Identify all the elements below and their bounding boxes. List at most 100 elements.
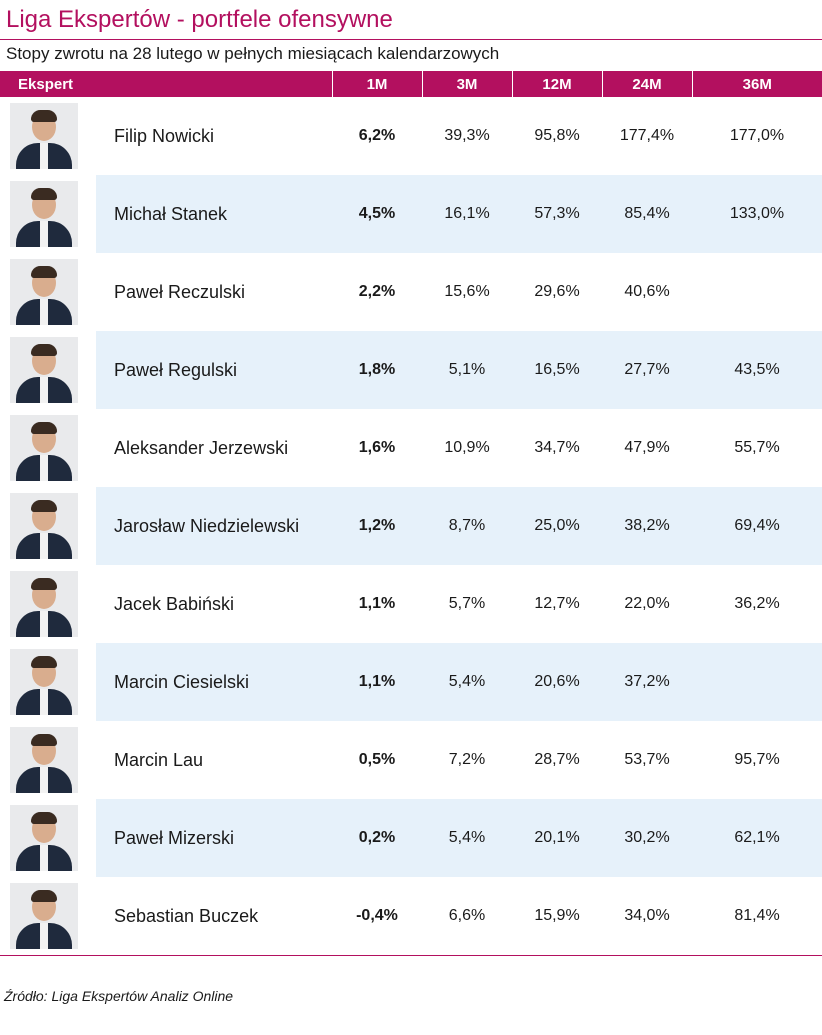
expert-photo [10,259,78,325]
return-12m: 16,5% [512,331,602,409]
page-title: Liga Ekspertów - portfele ofensywne [6,6,393,33]
return-3m: 10,9% [444,439,490,456]
title-divider [0,39,822,40]
return-36m: 177,0% [729,127,785,144]
return-36m [692,253,822,331]
expert-name: Filip Nowicki [114,125,215,146]
table-row: Paweł Reczulski 2,2% 15,6% 29,6% 40,6% [0,253,822,331]
expert-photo [10,415,78,481]
page-subtitle: Stopy zwrotu na 28 lutego w pełnych mies… [6,44,500,63]
return-24m: 47,9% [624,439,670,456]
return-24m: 40,6% [624,283,670,300]
column-header-12m: 12M [511,71,602,97]
return-1m: 1,6% [358,439,396,456]
return-12m: 29,6% [534,283,580,300]
expert-photo-cell [0,253,96,331]
table-row: Marcin Lau 0,5% 7,2% 28,7% 53,7% 95,7% [0,721,822,799]
table-row: Filip Nowicki 6,2% 39,3% 95,8% 177,4% 177,0% [0,97,822,175]
column-header-1m: 1M [331,71,422,97]
return-3m: 39,3% [444,127,490,144]
return-1m: 2,2% [358,283,396,300]
expert-photo-cell [0,97,96,175]
expert-photo [10,571,78,637]
return-24m: 22,0% [624,595,670,612]
return-3m: 16,1% [422,175,512,253]
table-row: Sebastian Buczek -0,4% 6,6% 15,9% 34,0% 81,4% [0,877,822,955]
expert-name: Aleksander Jerzewski [114,437,289,458]
return-36m: 81,4% [734,907,780,924]
return-1m: 1,2% [332,487,422,565]
return-12m: 20,1% [512,799,602,877]
expert-name: Jacek Babiński [114,593,235,614]
expert-photo-cell [0,409,96,487]
return-1m: 0,2% [332,799,422,877]
return-12m: 57,3% [512,175,602,253]
expert-photo [10,727,78,793]
table-header-row: Ekspert 1M 3M 12M 24M 36M [0,71,822,97]
expert-photo-cell [0,175,96,253]
column-header-36m: 36M [691,71,822,97]
expert-photo [10,493,78,559]
return-36m: 55,7% [734,439,780,456]
return-24m: 30,2% [602,799,692,877]
return-1m: 6,2% [358,127,396,144]
column-header-3m: 3M [421,71,512,97]
return-24m: 34,0% [624,907,670,924]
return-1m: 1,8% [332,331,422,409]
expert-name: Paweł Regulski [96,331,332,409]
return-1m: -0,4% [356,907,398,924]
table-row: Paweł Regulski 1,8% 5,1% 16,5% 27,7% 43,5% [0,331,822,409]
bottom-divider [0,955,822,956]
return-24m: 38,2% [602,487,692,565]
source-note: Źródło: Liga Ekspertów Analiz Online [4,988,234,1004]
column-header-24m: 24M [601,71,692,97]
expert-name: Michał Stanek [96,175,332,253]
return-36m [692,643,822,721]
table-row: Paweł Mizerski 0,2% 5,4% 20,1% 30,2% 62,1% [0,799,822,877]
return-12m: 34,7% [534,439,580,456]
expert-photo-cell [0,799,96,877]
table-row: Marcin Ciesielski 1,1% 5,4% 20,6% 37,2% [0,643,822,721]
table-row: Jarosław Niedzielewski 1,2% 8,7% 25,0% 38,2%… [0,487,822,565]
expert-name: Paweł Reczulski [114,281,246,302]
return-12m: 95,8% [534,127,580,144]
expert-photo-cell [0,487,96,565]
expert-photo [10,649,78,715]
return-3m: 8,7% [422,487,512,565]
expert-photo-cell [0,565,96,643]
returns-table: Ekspert 1M 3M 12M 24M 36M Filip Nowicki 6… [0,71,822,955]
expert-name: Jarosław Niedzielewski [96,487,332,565]
return-24m: 85,4% [602,175,692,253]
return-3m: 5,1% [422,331,512,409]
return-36m: 36,2% [734,595,780,612]
table-row: Michał Stanek 4,5% 16,1% 57,3% 85,4% 133,0% [0,175,822,253]
return-3m: 15,6% [444,283,490,300]
return-1m: 0,5% [358,751,396,768]
return-1m: 4,5% [332,175,422,253]
expert-name: Paweł Mizerski [96,799,332,877]
expert-photo-cell [0,643,96,721]
return-1m: 1,1% [358,595,396,612]
expert-name: Sebastian Buczek [114,905,259,926]
return-12m: 25,0% [512,487,602,565]
return-24m: 177,4% [619,127,675,144]
return-1m: 1,1% [332,643,422,721]
return-3m: 5,4% [422,799,512,877]
return-36m: 69,4% [692,487,822,565]
expert-photo [10,181,78,247]
table-row: Aleksander Jerzewski 1,6% 10,9% 34,7% 47,9% 5… [0,409,822,487]
expert-photo-cell [0,331,96,409]
return-12m: 12,7% [534,595,580,612]
return-12m: 15,9% [534,907,580,924]
column-header-ekspert: Ekspert [0,71,332,97]
return-12m: 20,6% [512,643,602,721]
return-36m: 62,1% [692,799,822,877]
return-24m: 27,7% [602,331,692,409]
return-3m: 7,2% [448,751,486,768]
table-row: Jacek Babiński 1,1% 5,7% 12,7% 22,0% 36,2% [0,565,822,643]
return-3m: 5,7% [448,595,486,612]
expert-photo [10,337,78,403]
table-body: Filip Nowicki 6,2% 39,3% 95,8% 177,4% 177,0% M… [0,97,822,955]
return-3m: 5,4% [422,643,512,721]
expert-photo [10,805,78,871]
